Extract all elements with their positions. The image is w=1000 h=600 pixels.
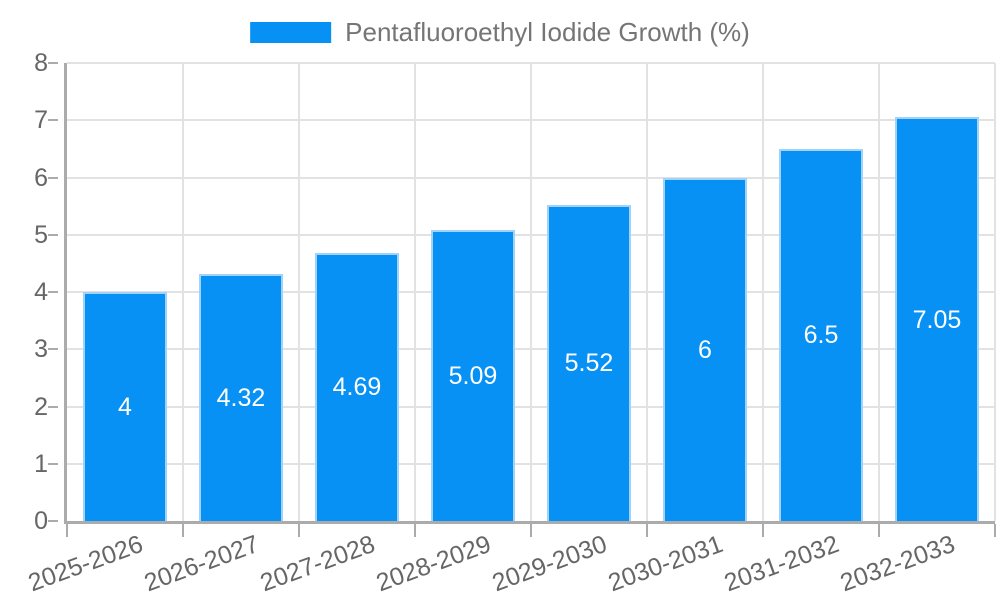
x-axis-tick-mark bbox=[762, 524, 764, 537]
y-tick-label: 0 bbox=[34, 507, 48, 535]
y-axis-tick-mark bbox=[48, 119, 58, 122]
bar[interactable]: 4 bbox=[83, 292, 167, 521]
y-tick-label: 1 bbox=[34, 449, 48, 478]
bar[interactable]: 6 bbox=[663, 177, 747, 521]
y-axis-tick-mark bbox=[48, 176, 58, 179]
legend-item[interactable]: Pentafluoroethyl Iodide Growth (%) bbox=[250, 17, 750, 48]
legend-label: Pentafluoroethyl Iodide Growth (%) bbox=[345, 17, 750, 47]
gridline-v bbox=[414, 63, 416, 521]
y-axis-tick-mark bbox=[48, 405, 58, 408]
bar[interactable]: 5.52 bbox=[547, 204, 631, 521]
y-tick-label: 3 bbox=[34, 335, 48, 364]
bar-value-label: 5.09 bbox=[448, 361, 498, 390]
bar-value-label: 7.05 bbox=[912, 305, 962, 334]
y-axis-tick-mark bbox=[48, 520, 58, 522]
y-axis-tick-mark bbox=[48, 62, 58, 64]
bar-value-label: 4.32 bbox=[216, 383, 266, 412]
gridline-v bbox=[762, 63, 764, 521]
bar[interactable]: 4.32 bbox=[199, 273, 283, 521]
plot-area: 4 4.32 4.69 5.09 5.52 6 6.5 7.05 bbox=[64, 62, 996, 524]
x-axis-tick-mark bbox=[182, 524, 184, 537]
y-axis-tick-mark bbox=[48, 233, 58, 236]
bar-value-label: 5.52 bbox=[564, 349, 614, 378]
gridline-v bbox=[646, 63, 648, 521]
x-axis-tick-mark bbox=[994, 524, 996, 537]
gridline-v bbox=[994, 63, 996, 521]
y-tick-label: 6 bbox=[34, 163, 48, 192]
y-tick-label: 2 bbox=[34, 392, 48, 421]
gridline-v bbox=[298, 63, 300, 521]
y-tick-label: 4 bbox=[34, 278, 48, 306]
gridline-v bbox=[182, 63, 184, 521]
bar-value-label: 6.5 bbox=[803, 321, 839, 350]
y-tick-label: 8 bbox=[34, 49, 48, 77]
x-axis-tick-mark bbox=[414, 524, 416, 537]
x-axis-tick-mark bbox=[530, 524, 532, 537]
x-axis-tick-mark bbox=[66, 524, 68, 537]
x-axis-tick-mark bbox=[878, 524, 880, 537]
x-axis-tick-mark bbox=[646, 524, 648, 537]
gridline-v bbox=[878, 63, 880, 521]
bar-value-label: 6 bbox=[698, 335, 712, 364]
bar-value-label: 4.69 bbox=[332, 373, 382, 402]
bar[interactable]: 5.09 bbox=[431, 229, 515, 521]
y-tick-label: 7 bbox=[34, 106, 48, 135]
gridline-v bbox=[530, 63, 532, 521]
y-axis-tick-mark bbox=[48, 348, 58, 351]
bar[interactable]: 6.5 bbox=[779, 148, 863, 521]
x-axis-tick-mark bbox=[298, 524, 300, 537]
legend-swatch-icon bbox=[250, 22, 332, 43]
y-axis-tick-mark bbox=[48, 291, 58, 293]
y-axis-tick-mark bbox=[48, 462, 58, 465]
bar[interactable]: 4.69 bbox=[315, 252, 399, 521]
bar[interactable]: 7.05 bbox=[895, 117, 979, 521]
bar-value-label: 4 bbox=[118, 393, 132, 421]
y-tick-label: 5 bbox=[34, 220, 48, 249]
